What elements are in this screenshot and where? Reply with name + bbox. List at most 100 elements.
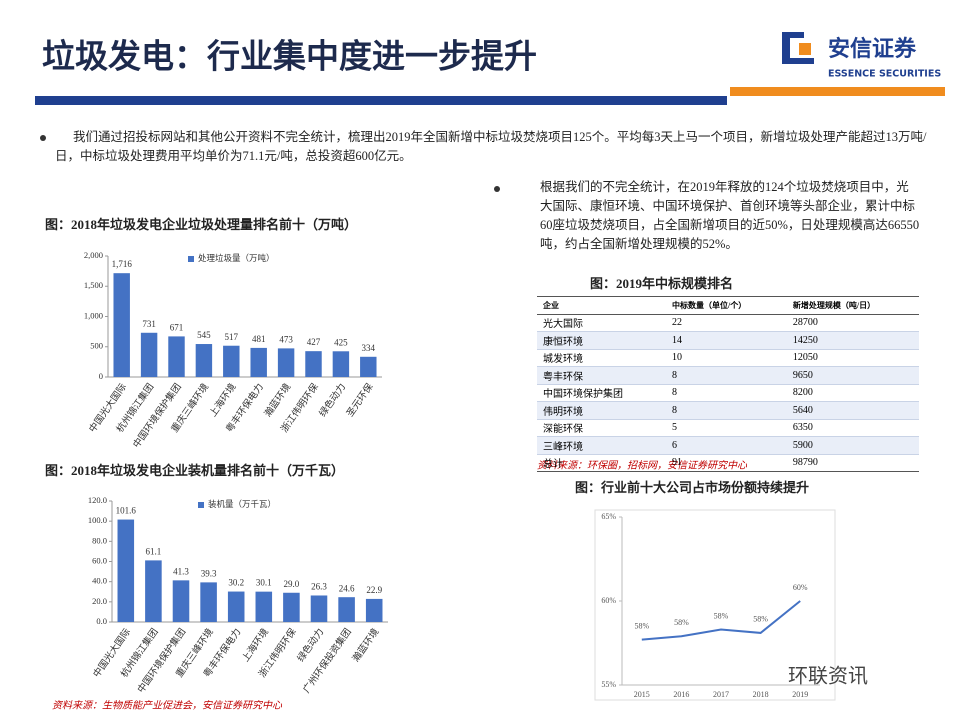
table-cell: 伟明环境 bbox=[537, 401, 666, 420]
table-cell: 中国环境保护集团 bbox=[537, 384, 666, 402]
table-row: 伟明环境 8 5640 bbox=[537, 401, 919, 420]
y-tick-label: 500 bbox=[90, 341, 103, 351]
data-label: 58% bbox=[634, 621, 649, 630]
table-cell: 8200 bbox=[786, 384, 919, 402]
table-cell: 12050 bbox=[786, 349, 919, 367]
table-cell: 6350 bbox=[786, 419, 919, 437]
bar bbox=[365, 598, 383, 622]
x-tick-label: 2015 bbox=[634, 690, 650, 699]
bar bbox=[227, 591, 245, 622]
table-cell: 总计 bbox=[537, 454, 666, 472]
data-label: 24.6 bbox=[339, 583, 355, 593]
bar bbox=[360, 356, 377, 377]
table-cell: 9650 bbox=[786, 366, 919, 385]
data-label: 517 bbox=[225, 332, 239, 342]
bullet-dot bbox=[494, 186, 500, 192]
x-tick-label: 2017 bbox=[713, 690, 729, 699]
data-label: 29.0 bbox=[284, 579, 300, 589]
y-tick-label: 60% bbox=[601, 596, 616, 605]
logo-subtitle: ESSENCE SECURITIES bbox=[828, 69, 941, 80]
table-cell: 5900 bbox=[786, 436, 919, 455]
table-row: 康恒环境 14 14250 bbox=[537, 331, 919, 350]
table-cell: 8 bbox=[665, 366, 787, 385]
bar bbox=[338, 597, 355, 622]
title-bar-accent bbox=[730, 87, 945, 96]
title-bar bbox=[35, 96, 727, 105]
table-row: 深能环保 5 6350 bbox=[537, 419, 919, 437]
data-label: 101.6 bbox=[116, 506, 137, 516]
y-tick-label: 2,000 bbox=[84, 250, 103, 260]
slide-title: 垃圾发电：行业集中度进一步提升 bbox=[42, 37, 537, 76]
bullet-text: 根据我们的不完全统计，在2019年释放的124个垃圾焚烧项目中，光大国际、康恒环… bbox=[540, 180, 920, 251]
data-label: 427 bbox=[307, 337, 321, 347]
bar bbox=[172, 580, 190, 622]
bar bbox=[145, 560, 162, 622]
x-tick-label: 2018 bbox=[753, 690, 769, 699]
table-cell: 5640 bbox=[786, 401, 919, 420]
table-cell: 14250 bbox=[786, 331, 919, 350]
bar bbox=[117, 519, 135, 622]
bullet-text: 我们通过招投标网站和其他公开资料不完全统计，梳理出2019年全国新增中标垃圾焚烧… bbox=[55, 130, 927, 163]
bar bbox=[305, 351, 322, 377]
bar bbox=[140, 332, 158, 377]
data-label: 41.3 bbox=[173, 566, 189, 576]
logo-name: 安信证券 bbox=[828, 36, 917, 62]
table-cell: 8 bbox=[665, 384, 787, 402]
table-cell: 5 bbox=[665, 419, 787, 437]
table-row: 总计 91 98790 bbox=[537, 454, 919, 472]
watermark: 环联资讯 bbox=[788, 664, 868, 688]
x-tick-label: 2019 bbox=[792, 690, 808, 699]
table-cell: 22 bbox=[665, 314, 787, 332]
data-label: 30.2 bbox=[228, 578, 244, 588]
x-tick-label: 上海环境 bbox=[239, 626, 271, 664]
chart-title: 图：行业前十大公司占市场份额持续提升 bbox=[575, 480, 809, 495]
y-tick-label: 60.0 bbox=[92, 555, 107, 565]
ranking-table: 企业 中标数量（单位/个） 新增处理规模（吨/日） 光大国际 22 28700 康恒环境 14… bbox=[537, 296, 919, 472]
legend-label: 装机量（万千瓦） bbox=[208, 499, 276, 509]
data-label: 22.9 bbox=[366, 585, 382, 595]
bar bbox=[223, 345, 240, 377]
y-tick-label: 100.0 bbox=[88, 515, 107, 525]
table-header-row: 企业 中标数量（单位/个） 新增处理规模（吨/日） bbox=[537, 296, 919, 315]
legend-swatch bbox=[198, 502, 204, 508]
x-tick-label: 瀚蓝环境 bbox=[262, 381, 294, 419]
bar bbox=[255, 591, 273, 622]
y-tick-label: 1,500 bbox=[84, 280, 103, 290]
logo-icon bbox=[782, 32, 814, 64]
bar bbox=[277, 348, 295, 377]
y-tick-label: 0 bbox=[99, 371, 103, 381]
data-label: 671 bbox=[170, 322, 184, 332]
x-tick-label: 中国环境保护集团 bbox=[130, 381, 183, 450]
x-tick-label: 上海环境 bbox=[207, 381, 239, 419]
bar bbox=[250, 347, 267, 377]
table-header: 中标数量（单位/个） bbox=[665, 296, 787, 315]
data-label: 60% bbox=[793, 583, 808, 592]
y-tick-label: 120.0 bbox=[88, 495, 107, 505]
bar bbox=[195, 344, 213, 377]
bullet-dot bbox=[40, 135, 46, 141]
table-cell: 三峰环境 bbox=[537, 436, 666, 455]
table-cell: 光大国际 bbox=[537, 314, 666, 332]
table-row: 城发环境 10 12050 bbox=[537, 349, 919, 367]
data-label: 731 bbox=[142, 319, 156, 329]
table-cell: 91 bbox=[665, 454, 787, 472]
data-label: 30.1 bbox=[256, 578, 272, 588]
data-label: 334 bbox=[362, 343, 376, 353]
x-tick-label: 中国环境保护集团 bbox=[135, 626, 188, 695]
x-tick-label: 圣元环保 bbox=[344, 381, 376, 419]
table-cell: 粤丰环保 bbox=[537, 366, 666, 385]
table-cell: 深能环保 bbox=[537, 419, 666, 437]
x-tick-label: 2016 bbox=[673, 690, 689, 699]
bar bbox=[310, 595, 328, 622]
table-cell: 28700 bbox=[786, 314, 919, 332]
logo-icon-accent bbox=[799, 43, 811, 55]
data-label: 26.3 bbox=[311, 582, 327, 592]
table-cell: 8 bbox=[665, 401, 787, 420]
data-label: 481 bbox=[252, 334, 266, 344]
table-cell: 城发环境 bbox=[537, 349, 666, 367]
y-tick-label: 80.0 bbox=[92, 535, 107, 545]
table-row: 粤丰环保 8 9650 bbox=[537, 366, 919, 385]
chart-title: 图：2018年垃圾发电企业装机量排名前十（万千瓦） bbox=[45, 463, 344, 478]
table-cell: 康恒环境 bbox=[537, 331, 666, 350]
